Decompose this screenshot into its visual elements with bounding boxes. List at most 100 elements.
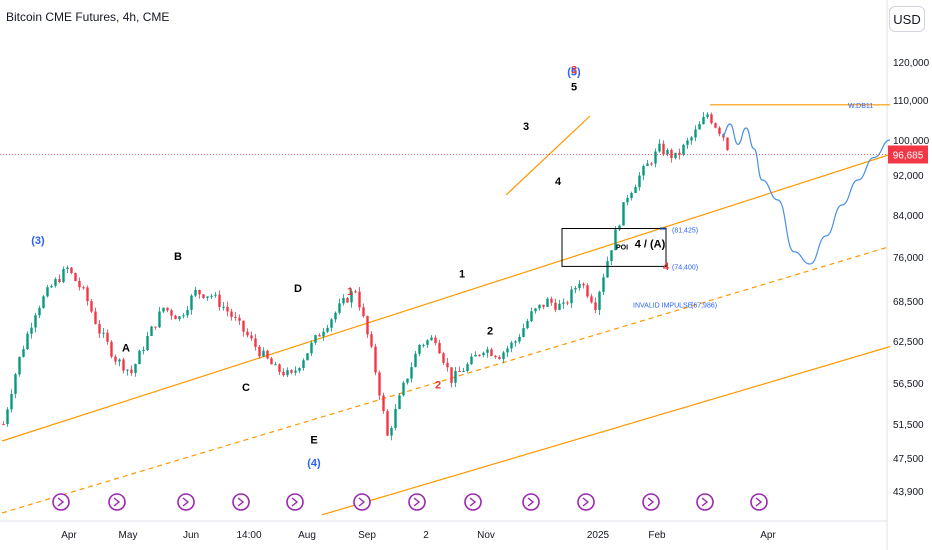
event-marker-arrow (647, 497, 655, 507)
time-tick-label: Aug (298, 530, 316, 541)
candle-body (242, 320, 245, 332)
candle-body (590, 296, 593, 303)
event-marker-icon[interactable] (232, 493, 250, 511)
event-marker-icon[interactable] (522, 493, 540, 511)
candle-body (230, 311, 233, 317)
candle-body (650, 163, 653, 165)
candle-body (150, 326, 153, 336)
event-marker-icon[interactable] (177, 493, 195, 511)
candle-body (410, 367, 413, 379)
candle-body (2, 424, 5, 425)
event-marker-icon[interactable] (577, 493, 595, 511)
candle-body (698, 124, 701, 130)
candle-body (70, 267, 73, 273)
event-marker-arrow (527, 497, 535, 507)
candle-body (186, 309, 189, 316)
candle-body (586, 285, 589, 297)
candle-body (474, 354, 477, 357)
wave-label: 2 (435, 380, 441, 392)
wave-label: 1 (459, 269, 465, 281)
candle-body (622, 202, 625, 226)
event-marker-arrow (291, 497, 299, 507)
wave-label: 3 (571, 64, 577, 76)
candle-body (10, 393, 13, 410)
candle-body (194, 289, 197, 296)
candle-body (406, 378, 409, 383)
candle-body (30, 327, 33, 334)
candle-body (330, 319, 333, 328)
currency-button[interactable]: USD (889, 6, 925, 32)
event-markers[interactable] (52, 493, 768, 511)
candle-body (298, 368, 301, 371)
candle-body (486, 349, 489, 353)
candle-body (218, 294, 221, 307)
candle-body (434, 337, 437, 344)
time-tick-label: Sep (358, 530, 376, 541)
candle-body (290, 370, 293, 373)
candle-body (462, 370, 465, 372)
channel-line (1, 153, 891, 442)
candle-body (358, 291, 361, 308)
price-tick-label: 120,000 (893, 58, 930, 69)
candle-body (418, 344, 421, 354)
candle-body (466, 364, 469, 371)
candle-body (270, 358, 273, 365)
candle-body (430, 337, 433, 341)
poi-label: POI (616, 245, 628, 252)
poi-lower-level: (74,400) (672, 264, 698, 271)
channel-line (1, 245, 891, 514)
event-marker-icon[interactable] (696, 493, 714, 511)
time-tick-label: Jun (183, 530, 199, 541)
event-marker-arrow (113, 497, 121, 507)
candle-body (366, 316, 369, 335)
candle-body (82, 287, 85, 289)
candle-body (538, 304, 541, 309)
candle-body (458, 371, 461, 373)
event-marker-arrow (701, 497, 709, 507)
candle-body (118, 359, 121, 362)
candle-body (678, 152, 681, 155)
price-tick-label: 110,000 (893, 96, 929, 107)
event-marker-icon[interactable] (108, 493, 126, 511)
candle-body (226, 306, 229, 312)
candle-body (154, 326, 157, 328)
candle-body (78, 280, 81, 288)
candle-body (134, 364, 137, 373)
candle-body (54, 279, 57, 286)
candle-body (570, 289, 573, 304)
candle-body (550, 298, 553, 303)
candlestick-series (2, 111, 729, 441)
event-marker-icon[interactable] (750, 493, 768, 511)
candle-body (502, 352, 505, 360)
candle-body (598, 291, 601, 310)
candle-body (394, 408, 397, 428)
candle-body (94, 311, 97, 324)
last-price-label: 96,685 (893, 151, 924, 162)
candle-body (158, 311, 161, 328)
invalid-impulse-level: (67,986) (691, 302, 717, 309)
price-tick-label: 56,500 (893, 379, 924, 390)
candle-body (386, 411, 389, 436)
candle-body (146, 335, 149, 350)
candle-body (282, 371, 285, 376)
candle-body (350, 291, 353, 303)
candle-body (526, 321, 529, 329)
candle-body (86, 287, 89, 302)
candle-body (710, 114, 713, 124)
wave-label: B (174, 251, 182, 263)
candle-body (582, 283, 585, 286)
candle-body (286, 370, 289, 376)
candle-body (246, 331, 249, 336)
event-marker-icon[interactable] (353, 493, 371, 511)
event-marker-icon[interactable] (52, 493, 70, 511)
candle-body (210, 295, 213, 297)
event-marker-icon[interactable] (464, 493, 482, 511)
candle-body (518, 336, 521, 342)
candle-body (198, 289, 201, 295)
event-marker-icon[interactable] (286, 493, 304, 511)
candle-body (554, 302, 557, 310)
wave-label: 2 (487, 325, 493, 337)
event-marker-icon[interactable] (642, 493, 660, 511)
event-marker-icon[interactable] (408, 493, 426, 511)
